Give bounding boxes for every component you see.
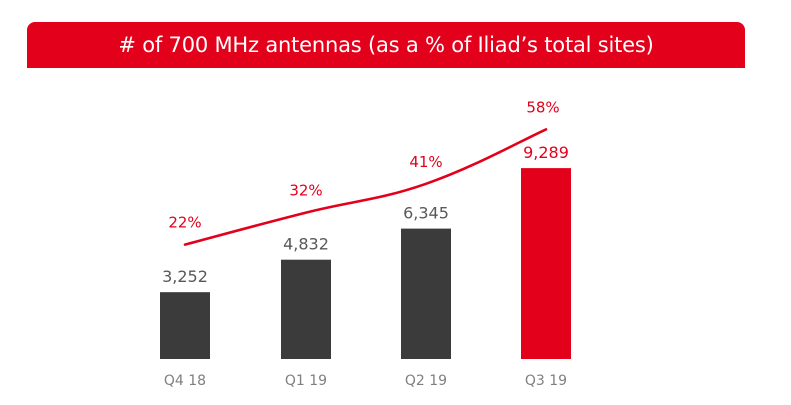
bar-value-label: 4,832 <box>283 235 329 254</box>
percentage-label: 58% <box>526 98 559 116</box>
chart-title: # of 700 MHz antennas (as a % of Iliad’s… <box>118 33 654 57</box>
bar-value-label: 3,252 <box>162 267 208 286</box>
percentage-line <box>183 128 548 246</box>
bar-value-label: 6,345 <box>403 204 449 223</box>
bar-q3-19 <box>521 168 571 359</box>
category-label: Q2 19 <box>405 373 447 389</box>
bar-q1-19 <box>281 259 331 359</box>
bar-q4-18 <box>160 292 210 359</box>
category-label: Q4 18 <box>164 373 206 389</box>
chart-title-banner: # of 700 MHz antennas (as a % of Iliad’s… <box>27 22 745 68</box>
category-label: Q1 19 <box>285 373 327 389</box>
category-label: Q3 19 <box>525 373 567 389</box>
bar-q2-19 <box>401 228 451 359</box>
bar-value-label: 9,289 <box>523 143 569 162</box>
percentage-label: 32% <box>289 182 322 200</box>
percentage-label: 41% <box>409 153 442 171</box>
percentage-label: 22% <box>168 214 201 232</box>
